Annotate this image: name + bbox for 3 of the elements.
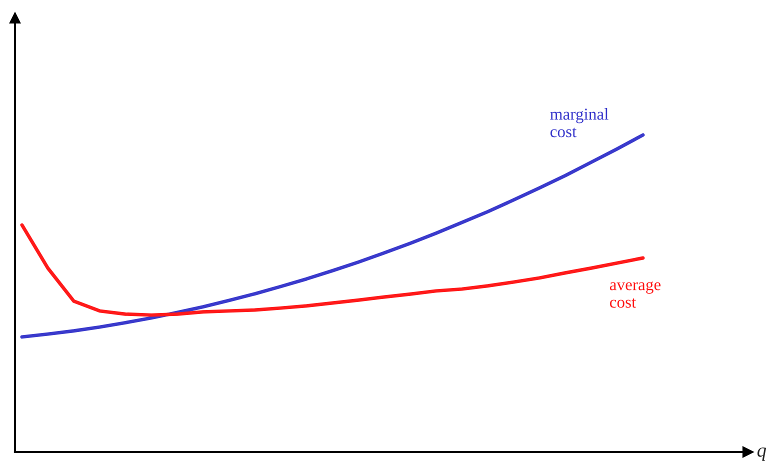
series-label: marginal cost: [550, 108, 608, 138]
series-label: average cost: [610, 282, 661, 308]
text: q: [757, 448, 766, 461]
